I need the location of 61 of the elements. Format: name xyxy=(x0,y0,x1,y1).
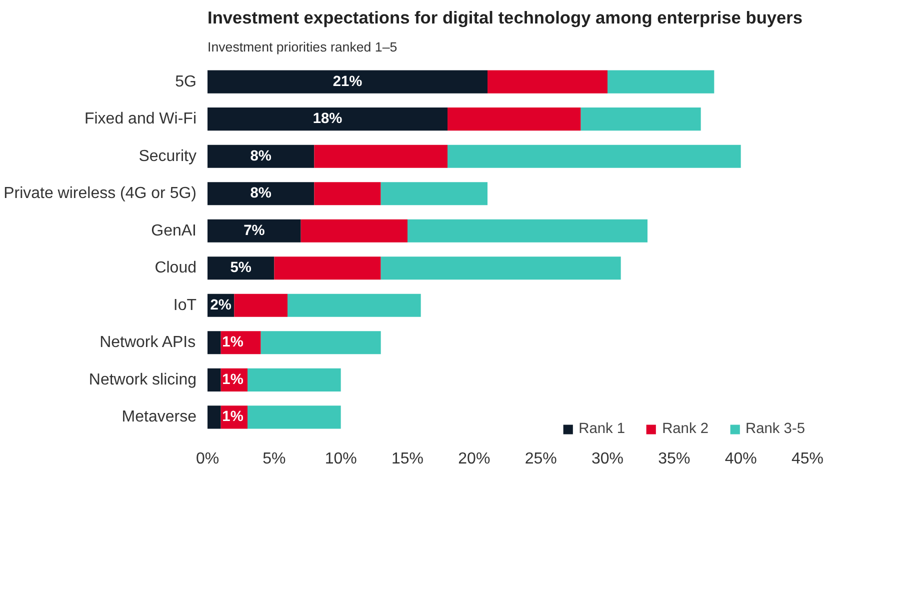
bar xyxy=(208,368,221,392)
x-tick-label: 45% xyxy=(791,450,824,468)
bar xyxy=(448,144,741,168)
data-label: 1% xyxy=(222,334,244,351)
bar xyxy=(248,368,341,392)
x-tick-label: 40% xyxy=(724,450,757,468)
bar xyxy=(448,108,581,131)
y-tick-label: Private wireless (4G or 5G) xyxy=(4,185,196,202)
bar xyxy=(234,294,288,317)
y-tick-label: Metaverse xyxy=(122,408,197,426)
bar xyxy=(314,182,381,206)
x-tick-label: 20% xyxy=(458,450,490,468)
bar xyxy=(208,219,301,242)
x-tick-label: 5% xyxy=(262,450,286,468)
bar xyxy=(408,219,648,242)
legend-label: Rank 3-5 xyxy=(746,421,805,437)
data-label: 18% xyxy=(312,111,342,128)
bar xyxy=(608,70,714,94)
x-tick-label: 15% xyxy=(391,450,424,468)
chart-subtitle: Investment priorities ranked 1–5 xyxy=(208,40,398,54)
bar xyxy=(248,406,341,429)
y-tick-label: Security xyxy=(138,148,196,165)
bar xyxy=(208,256,274,280)
chart-title: Investment expectations for digital technology among enterprise buyers xyxy=(208,8,803,28)
bar xyxy=(208,331,221,354)
data-label: 1% xyxy=(222,409,244,426)
bar xyxy=(208,182,314,206)
bar xyxy=(580,108,701,131)
legend-label: Rank 2 xyxy=(662,421,709,437)
bar xyxy=(208,70,488,94)
data-label: 21% xyxy=(332,74,362,90)
bar xyxy=(208,108,448,131)
bar xyxy=(274,256,381,280)
x-tick-label: 35% xyxy=(658,450,690,468)
x-tick-label: 30% xyxy=(591,450,624,468)
bar xyxy=(260,331,381,354)
legend-label: Rank 1 xyxy=(578,421,626,437)
bar xyxy=(288,294,421,317)
y-tick-label: 5G xyxy=(175,73,196,90)
data-label: 8% xyxy=(250,186,272,202)
y-tick-label: IoT xyxy=(173,296,197,314)
data-label: 8% xyxy=(250,148,272,164)
bar xyxy=(208,406,221,429)
bar xyxy=(208,144,314,168)
data-label: 5% xyxy=(230,260,252,276)
y-tick-label: Cloud xyxy=(154,260,197,277)
y-tick-label: Network slicing xyxy=(88,371,197,388)
y-tick-label: Fixed and Wi-Fi xyxy=(84,110,197,128)
x-tick-label: 25% xyxy=(524,450,557,468)
bar xyxy=(380,182,488,206)
data-label: 7% xyxy=(244,222,265,239)
y-tick-label: GenAI xyxy=(151,222,196,240)
x-tick-label: 10% xyxy=(324,450,357,468)
bar xyxy=(380,256,621,280)
data-label: 1% xyxy=(222,372,244,388)
data-label: 2% xyxy=(210,297,232,314)
bar xyxy=(488,70,608,94)
bar xyxy=(300,219,408,242)
y-tick-label: Network APIs xyxy=(100,334,196,352)
bar xyxy=(314,144,448,168)
x-tick-label: 0% xyxy=(196,450,220,468)
